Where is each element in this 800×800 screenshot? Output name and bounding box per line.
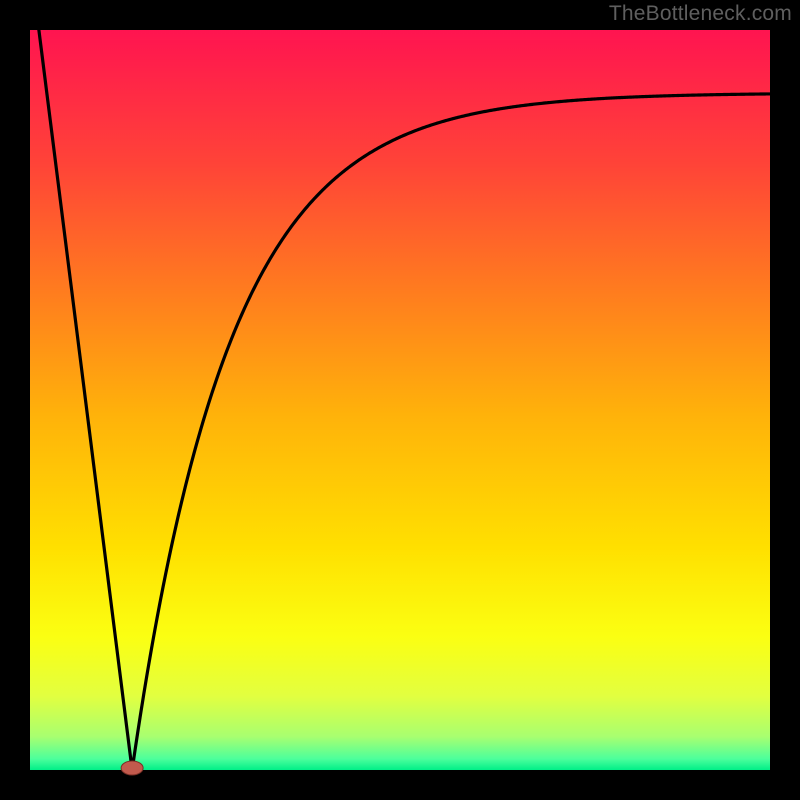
chart-gradient-bg <box>30 30 770 770</box>
bottleneck-chart <box>0 0 800 800</box>
watermark-text: TheBottleneck.com <box>609 2 792 26</box>
optimal-point-marker <box>121 761 143 775</box>
